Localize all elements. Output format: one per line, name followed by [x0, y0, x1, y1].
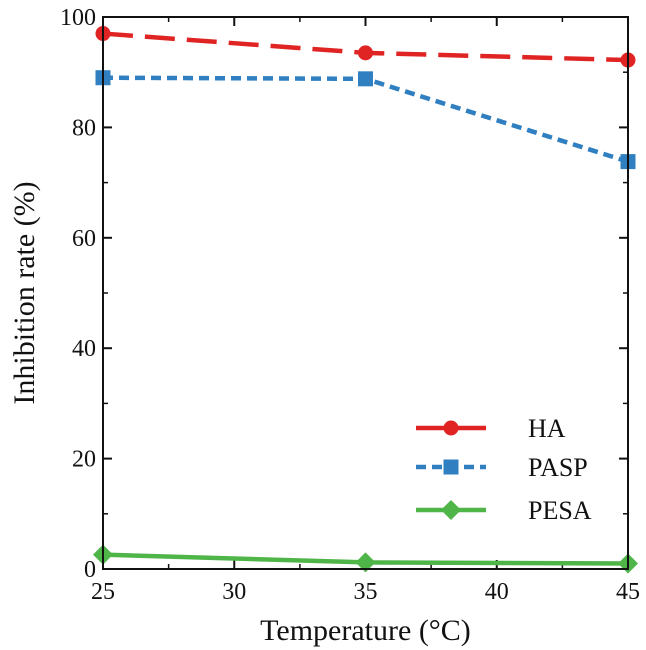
- legend-label-pasp: PASP: [528, 453, 588, 482]
- legend-entry-ha: HA: [416, 414, 566, 443]
- y-axis-title: Inhibition rate (%): [8, 181, 41, 404]
- legend: HA PASP PESA: [416, 414, 592, 525]
- y-tick-label: 40: [72, 336, 96, 362]
- x-tick-label: 30: [222, 579, 246, 605]
- series-line-pasp: [102, 75, 629, 164]
- series-ha: [95, 26, 636, 68]
- x-tick-label: 25: [91, 579, 115, 605]
- x-tick-label: 45: [616, 579, 640, 605]
- y-tick-label: 80: [72, 115, 96, 141]
- legend-entry-pesa: PESA: [416, 496, 592, 525]
- data-point-pesa: [355, 552, 376, 573]
- y-tick-label: 20: [72, 447, 96, 473]
- series-pasp: [95, 70, 636, 170]
- y-axis-ticks: 0 20 40 60 80 100: [60, 5, 628, 583]
- x-tick-label: 40: [485, 579, 509, 605]
- y-tick-label: 100: [60, 5, 96, 31]
- y-tick-label: 60: [72, 226, 96, 252]
- legend-marker-pasp: [443, 459, 459, 475]
- x-tick-label: 35: [354, 579, 378, 605]
- plot-frame: [102, 16, 629, 570]
- legend-label-pesa: PESA: [528, 496, 592, 525]
- y-tick-label: 0: [84, 557, 96, 583]
- series-layer: [93, 26, 638, 574]
- x-axis-title: Temperature (°C): [260, 614, 471, 647]
- legend-entry-pasp: PASP: [416, 453, 588, 482]
- data-point-pasp: [358, 71, 373, 87]
- legend-label-ha: HA: [528, 414, 566, 443]
- legend-marker-ha: [443, 420, 459, 436]
- legend-marker-pesa: [441, 500, 461, 520]
- data-point-ha: [358, 45, 373, 61]
